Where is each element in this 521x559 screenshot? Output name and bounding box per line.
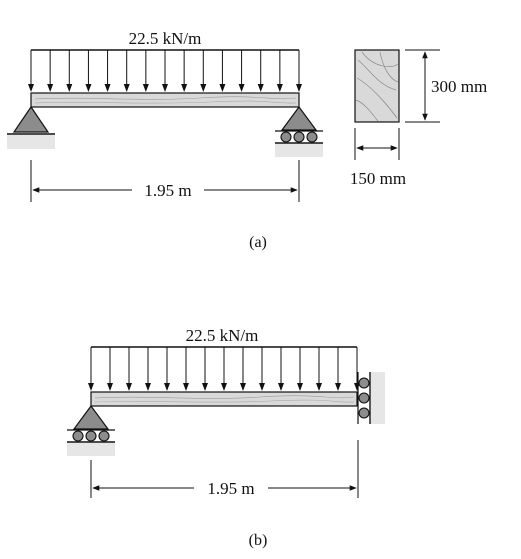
load-arrow-b-head [221, 383, 227, 391]
figure-a: 22.5 kN/m [7, 29, 487, 251]
roller-support-a [275, 105, 323, 157]
load-arrow-b-head [164, 383, 170, 391]
span-dimension-a: 1.95 m [30, 160, 300, 202]
load-arrow-b-head [202, 383, 208, 391]
load-arrow-a-head [257, 84, 264, 92]
distributed-load-b [88, 346, 360, 391]
load-arrow-a-head [162, 84, 168, 92]
load-arrow-a-head [85, 84, 92, 92]
load-arrow-b-head [183, 383, 189, 391]
width-label: 150 mm [350, 169, 406, 188]
load-arrow-a-head [276, 84, 283, 92]
load-arrows-b [88, 347, 360, 391]
load-arrow-b-head [316, 383, 322, 391]
load-arrow-a-head [200, 84, 207, 92]
figure-b: 22.5 kN/m [67, 326, 385, 549]
roller-support-b [67, 404, 115, 456]
distributed-load-a [28, 49, 302, 92]
load-arrow-b-head [88, 383, 94, 391]
load-arrow-a-head [66, 84, 73, 92]
load-arrow-a-head [181, 84, 188, 92]
load-arrow-b-head [259, 383, 265, 391]
load-arrow-b-head [240, 383, 246, 391]
load-arrow-a-head [123, 84, 130, 92]
load-arrow-b-head [107, 383, 113, 391]
beam-b [90, 391, 358, 407]
caption-b: (b) [249, 532, 268, 549]
span-label-a: 1.95 m [144, 181, 191, 200]
cross-section: 300 mm 150 mm [350, 49, 487, 188]
span-label-b: 1.95 m [207, 479, 254, 498]
load-label-a: 22.5 kN/m [129, 29, 202, 48]
load-arrow-b-head [297, 383, 303, 391]
load-label-b: 22.5 kN/m [186, 326, 259, 345]
height-label: 300 mm [431, 77, 487, 96]
load-arrow-a-head [219, 84, 226, 92]
pin-support-a [7, 105, 55, 149]
load-arrow-a-head [296, 84, 302, 92]
load-arrow-a-head [47, 84, 54, 92]
wall-roller-support-b [357, 372, 385, 424]
load-arrow-a-head [142, 84, 149, 92]
load-arrow-b-head [278, 383, 284, 391]
load-arrow-a-head [238, 84, 245, 92]
beam-a [30, 92, 300, 108]
span-dimension-b: 1.95 m [90, 440, 359, 498]
caption-a: (a) [249, 234, 267, 251]
load-arrow-b-head [126, 383, 132, 391]
load-arrow-b-head [335, 383, 341, 391]
load-arrow-a-head [104, 84, 111, 92]
load-arrow-a-head [28, 84, 34, 92]
load-arrow-b-head [145, 383, 151, 391]
load-arrows-a [28, 50, 302, 92]
